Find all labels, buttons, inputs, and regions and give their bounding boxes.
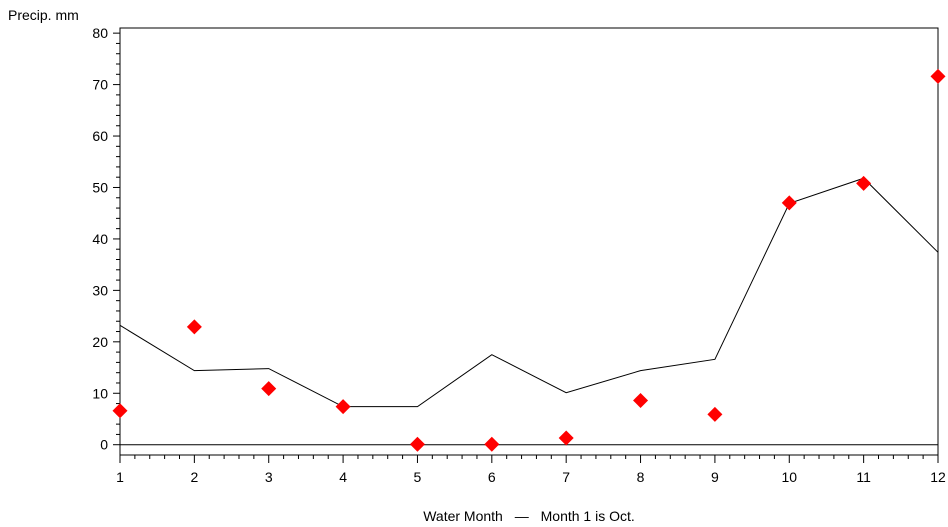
x-tick-label: 2 [190,469,198,485]
data-point-diamond [484,436,500,452]
x-axis-title-main: Water Month [423,508,503,524]
x-tick-label: 11 [856,469,871,485]
x-tick-label: 3 [265,469,273,485]
series [112,68,946,452]
x-tick-label: 12 [930,469,946,485]
data-point-diamond [335,399,351,415]
data-point-diamond [633,392,649,408]
x-tick-label: 8 [637,469,645,485]
x-tick-label: 10 [781,469,797,485]
data-point-diamond [930,68,946,84]
y-tick-label: 50 [92,179,108,195]
data-point-diamond [781,195,797,211]
x-tick-label: 4 [339,469,347,485]
y-tick-label: 40 [92,231,108,247]
data-point-diamond [261,381,277,397]
y-axis-title: Precip. mm [8,7,79,23]
y-tick-label: 0 [100,437,108,453]
x-tick-label: 7 [562,469,570,485]
x-axis-title-dash: — [515,508,529,524]
data-point-diamond [112,403,128,419]
data-point-diamond [707,406,723,422]
plot-area-frame [119,27,939,456]
y-tick-label: 10 [92,385,108,401]
y-tick-label: 20 [92,334,108,350]
y-tick-label: 30 [92,282,108,298]
x-tick-label: 6 [488,469,496,485]
data-point-diamond [856,175,872,191]
series-line [119,177,939,408]
x-tick-label: 5 [414,469,422,485]
data-point-diamond [186,319,202,335]
y-tick-label: 60 [92,128,108,144]
x-tick-label: 1 [116,469,124,485]
y-tick-label: 80 [92,25,108,41]
data-point-diamond [558,430,574,446]
y-tick-label: 70 [92,77,108,93]
x-axis-title-note: Month 1 is Oct. [541,508,635,524]
y-axis-ticks: 0 10 20 30 40 50 60 70 80 [92,25,120,453]
data-point-diamond [409,436,425,452]
x-axis-title: Water Month — Month 1 is Oct. [423,508,635,524]
x-axis-ticks: 1 2 3 4 5 6 7 8 9 10 11 12 [116,455,946,485]
x-tick-label: 9 [711,469,719,485]
